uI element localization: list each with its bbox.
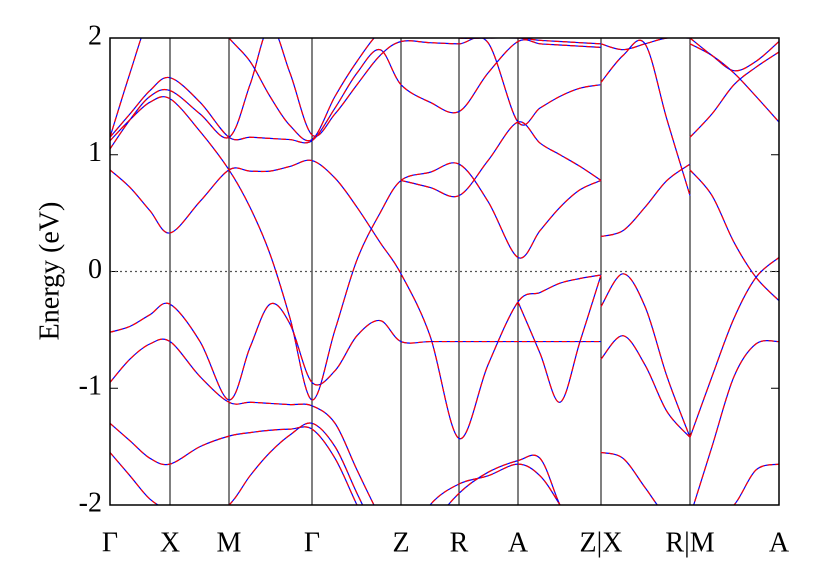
band-line [689, 38, 779, 72]
band-line [110, 38, 602, 150]
y-tick-label: -2 [79, 487, 102, 518]
band-line [689, 169, 779, 302]
band-line [110, 38, 602, 142]
band-line [110, 338, 561, 505]
band-line [689, 43, 779, 123]
band-line [600, 273, 691, 438]
band-line [689, 51, 779, 138]
x-tick-label: Γ [304, 527, 320, 558]
band-line [110, 422, 364, 505]
band-line [110, 159, 602, 440]
x-tick-label: A [769, 527, 790, 558]
x-tick-label: A [508, 527, 529, 558]
band-line [600, 451, 658, 505]
x-tick-label: Z|X [580, 527, 623, 558]
band-line [110, 422, 561, 505]
band-line [400, 121, 602, 198]
x-tick-label: R|M [665, 527, 714, 558]
band-line [517, 274, 602, 403]
plot-frame [109, 37, 780, 506]
x-tick-label: R [450, 527, 469, 558]
band-line [693, 340, 779, 505]
y-tick-label: 0 [88, 254, 102, 285]
band-line [600, 335, 691, 438]
band-line [110, 96, 602, 401]
x-tick-label: M [217, 527, 242, 558]
x-tick-label: Z [392, 527, 409, 558]
x-tick-label: X [160, 527, 180, 558]
band-line [600, 38, 690, 51]
y-tick-label: 2 [88, 20, 102, 51]
y-axis-label: Energy (eV) [34, 202, 65, 341]
y-tick-label: 1 [88, 137, 102, 168]
x-tick-label: Γ [102, 527, 118, 558]
band-line [689, 257, 779, 438]
band-line [110, 302, 601, 401]
band-line [110, 39, 602, 144]
y-tick-label: -1 [79, 371, 102, 402]
band-line [733, 463, 779, 505]
bands [110, 38, 779, 505]
band-line [600, 163, 691, 238]
